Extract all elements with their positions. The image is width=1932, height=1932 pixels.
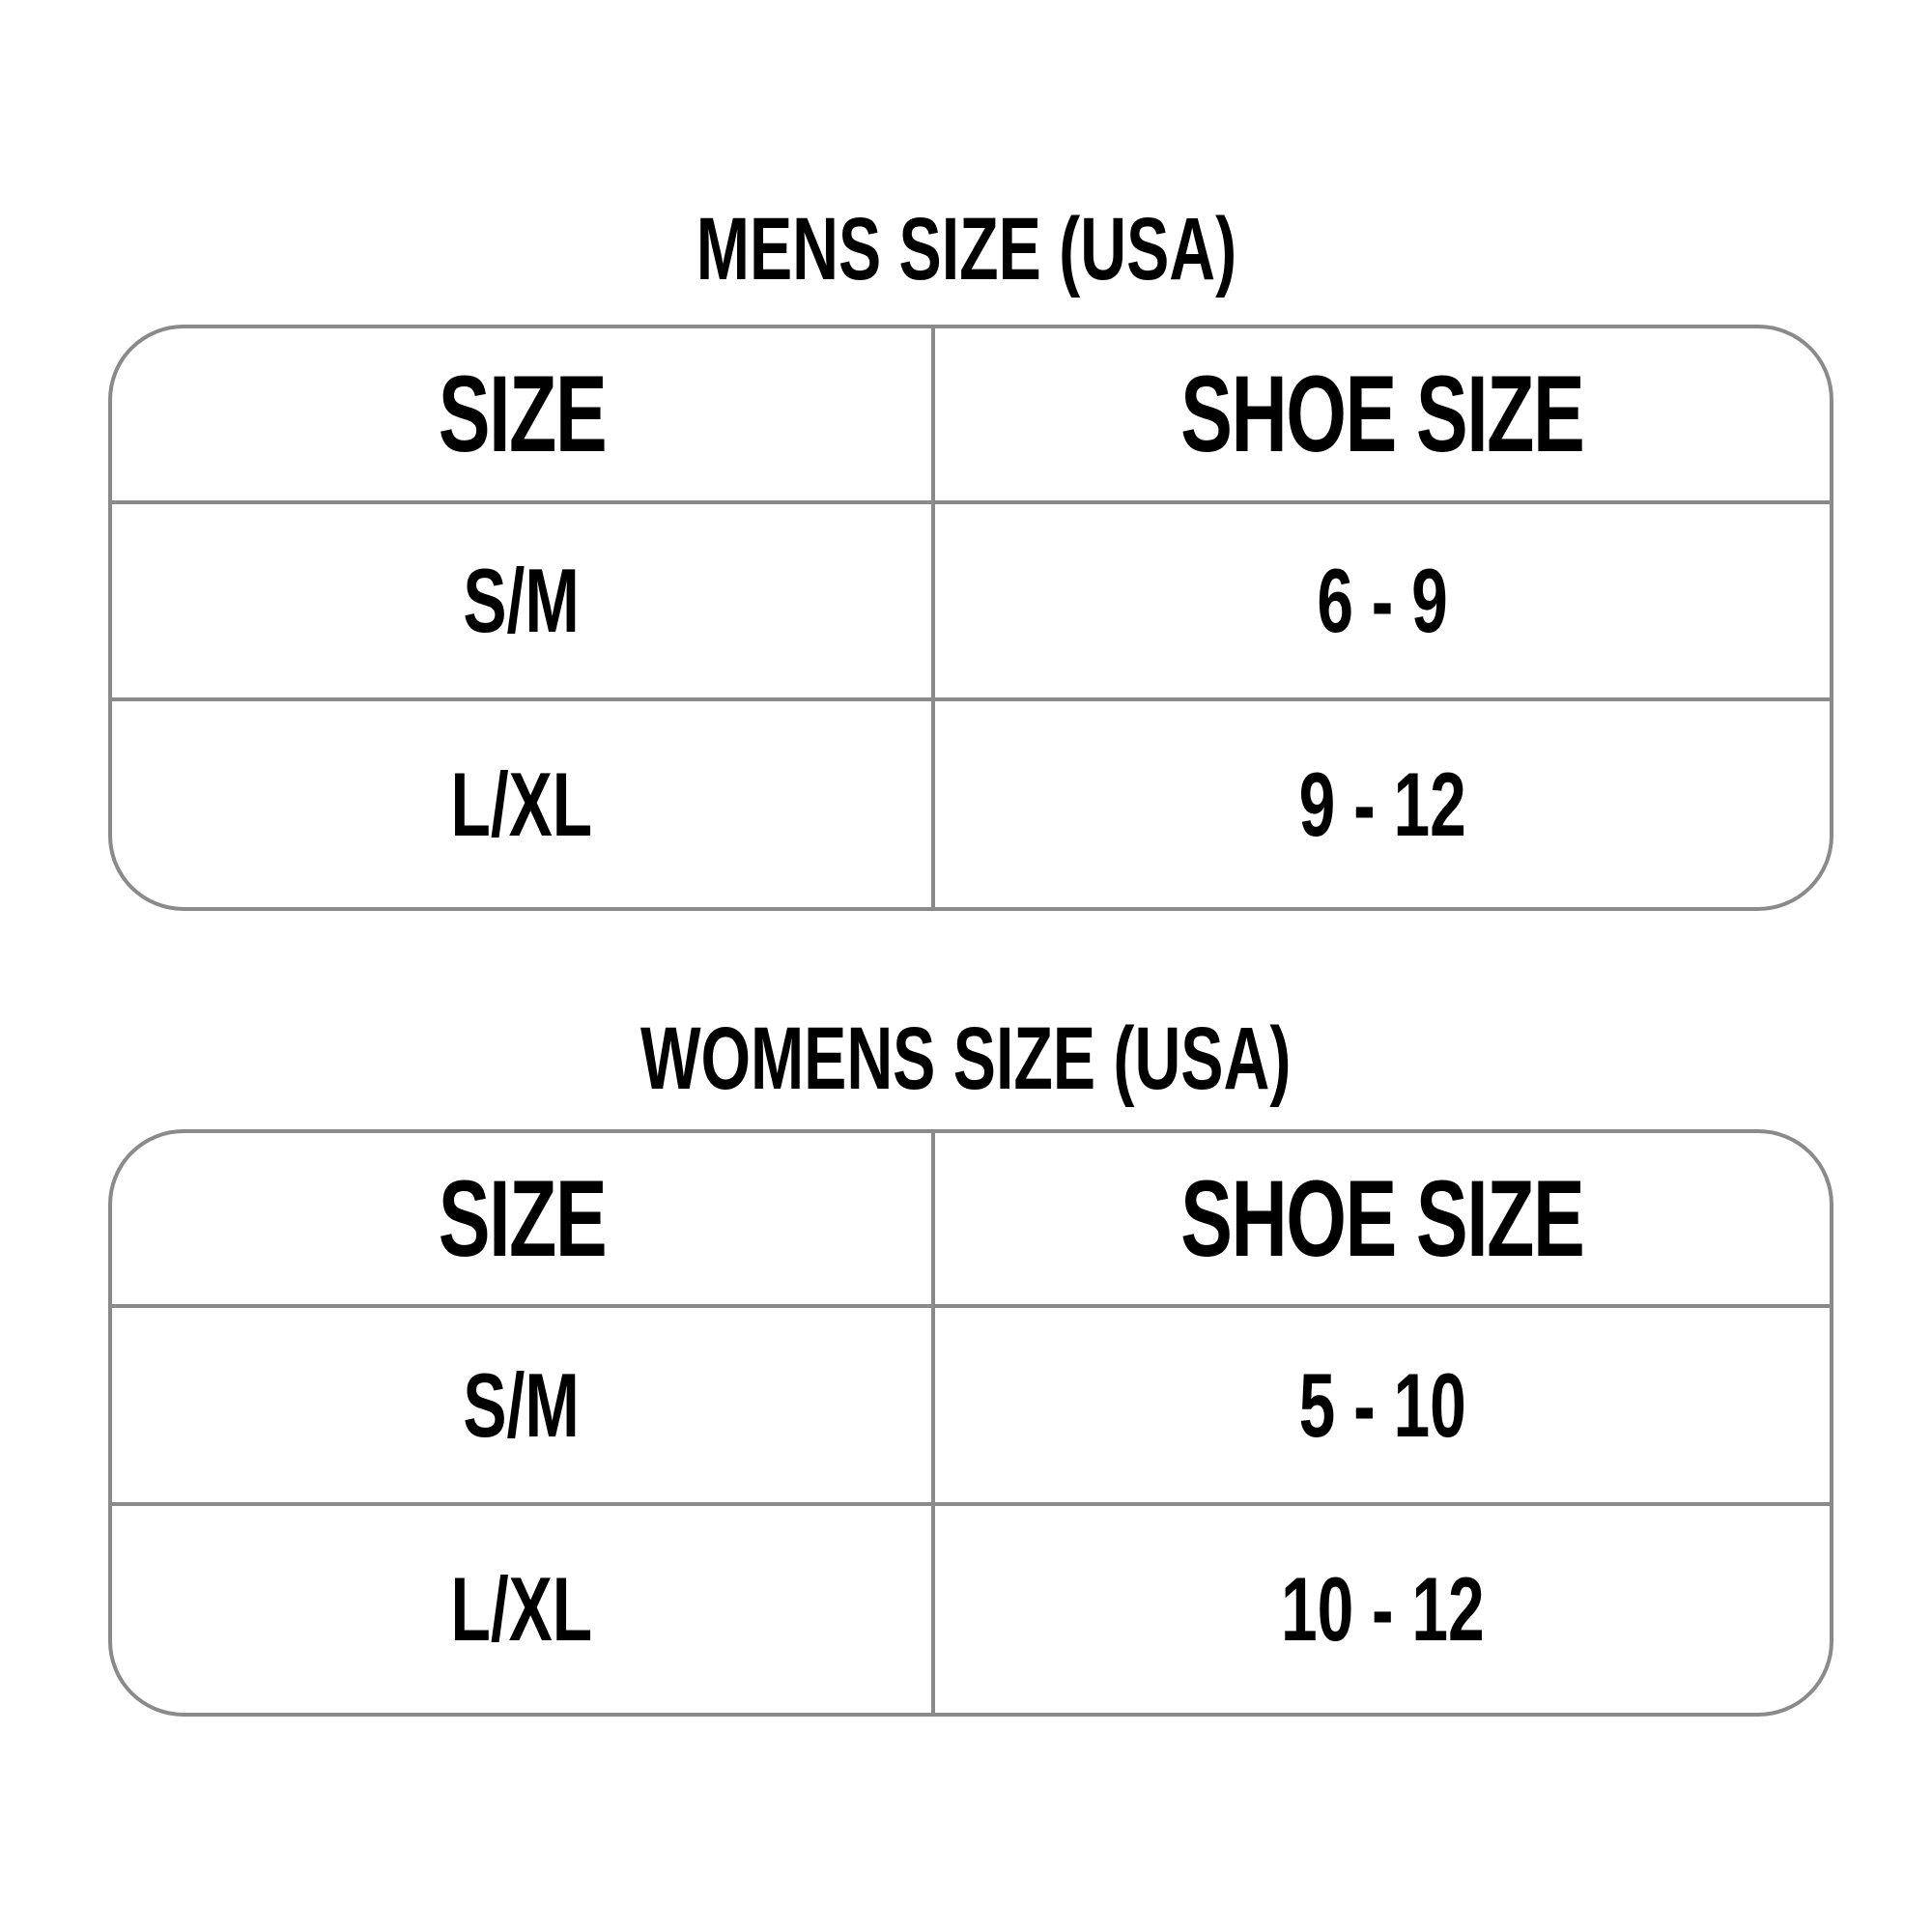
- womens-size-table: SIZE SHOE SIZE S/M 5 - 10 L/XL 10 - 12: [108, 1129, 1833, 1717]
- table-cell-size: L/XL: [112, 701, 935, 907]
- mens-size-title: MENS SIZE (USA): [696, 200, 1236, 298]
- mens-size-table: SIZE SHOE SIZE S/M 6 - 9 L/XL 9 - 12: [108, 325, 1833, 911]
- table-cell-size: L/XL: [112, 1506, 935, 1713]
- table-cell-size: S/M: [112, 1308, 935, 1506]
- header-shoe-size: SHOE SIZE: [935, 1133, 1830, 1308]
- header-shoe-size: SHOE SIZE: [935, 328, 1830, 504]
- table-cell-shoe-size: 5 - 10: [935, 1308, 1830, 1506]
- table-cell-shoe-size: 9 - 12: [1298, 753, 1466, 855]
- womens-size-title: WOMENS SIZE (USA): [640, 1009, 1292, 1108]
- table-cell-shoe-size: 10 - 12: [1280, 1558, 1485, 1660]
- table-cell-shoe-size: 6 - 9: [935, 504, 1830, 701]
- header-size: SIZE: [112, 1133, 935, 1308]
- table-cell-size: S/M: [112, 504, 935, 701]
- header-size: SIZE: [112, 328, 935, 504]
